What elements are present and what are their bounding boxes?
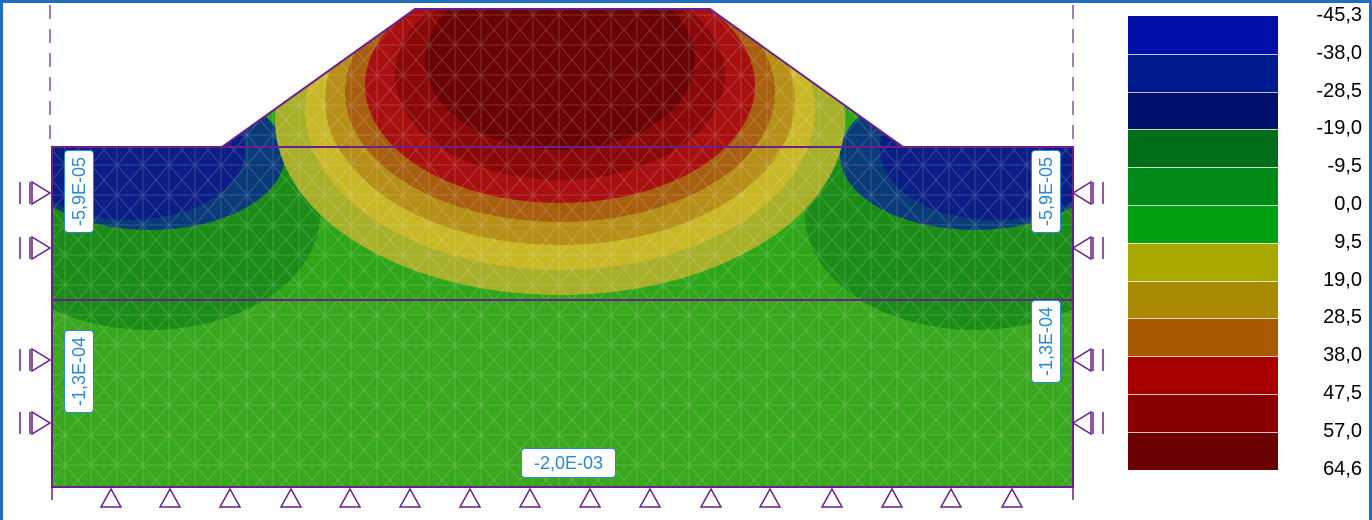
bottom-support-triangle	[99, 487, 123, 508]
legend-band-divider	[1128, 129, 1278, 131]
legend-band-divider	[1128, 431, 1278, 433]
right-bottom-value-label: -1,3E-04	[1031, 300, 1061, 384]
legend-color-band	[1128, 280, 1278, 319]
legend-band-divider	[1128, 280, 1278, 282]
legend-color-band	[1128, 356, 1278, 395]
legend-band-divider	[1128, 205, 1278, 206]
bottom-support-triangle	[1000, 487, 1024, 508]
legend-band-divider	[1128, 356, 1278, 358]
bottom-support-triangle	[638, 487, 662, 508]
bottom-support-triangle	[820, 487, 844, 508]
bottom-support-triangle	[939, 487, 963, 508]
legend-color-band	[1128, 53, 1278, 93]
legend-value-label: -19,0	[1316, 117, 1362, 140]
legend-color-band	[1128, 318, 1278, 357]
legend-value-label: 57,0	[1323, 419, 1362, 442]
right-supports	[1071, 180, 1104, 436]
bottom-support-triangle	[578, 487, 602, 508]
legend-value-label: 9,5	[1334, 230, 1362, 253]
legend-value-label: 47,5	[1323, 382, 1362, 404]
bottom-support-triangle	[158, 487, 182, 508]
right-top-value-label: -5,9E-05	[1031, 150, 1061, 234]
legend-value-label: -45,3	[1316, 4, 1362, 26]
legend-value-label: 19,0	[1323, 268, 1362, 291]
left-bottom-value-label: -1,3E-04	[64, 330, 94, 414]
left-top-value-label: -5,9E-05	[64, 150, 94, 234]
legend-band-divider	[1128, 242, 1278, 244]
legend-color-band	[1128, 129, 1278, 168]
legend-color-band	[1128, 16, 1278, 55]
legend-value-label: -38,0	[1316, 41, 1362, 64]
legend-color-band	[1128, 242, 1278, 282]
legend-value-label: 0,0	[1334, 193, 1362, 215]
stress-contour-diagram	[19, 5, 1104, 508]
color-legend: -45,3 -38,0 -28,5 -19,0 -9,5 0,0 9,5 19,0 28,5 38…	[1128, 4, 1368, 496]
bottom-support-triangle	[458, 487, 482, 508]
legend-value-label: 28,5	[1323, 306, 1362, 329]
bottom-support-triangle	[880, 487, 904, 508]
bottom-support-triangle	[279, 487, 303, 508]
bottom-support-triangle	[398, 487, 422, 508]
legend-value-label: 38,0	[1323, 344, 1362, 367]
left-supports	[19, 180, 52, 436]
bottom-support-triangle	[699, 487, 723, 508]
bottom-supports	[51, 487, 1074, 508]
bottom-support-triangle	[338, 487, 362, 508]
bottom-support-triangle	[218, 487, 242, 508]
bottom-support-triangle	[758, 487, 782, 508]
legend-value-label: -9,5	[1327, 155, 1362, 178]
bottom-support-triangle	[518, 487, 542, 508]
legend-band-divider	[1128, 53, 1278, 55]
legend-color-band	[1128, 91, 1278, 130]
legend-value-label: 64,6	[1323, 457, 1362, 480]
legend-band-divider	[1128, 318, 1278, 320]
bottom-center-value-label: -2,0E-03	[521, 448, 617, 478]
legend-color-band	[1128, 205, 1278, 244]
legend-band-divider	[1128, 91, 1278, 93]
legend-value-label: -28,5	[1316, 79, 1362, 102]
legend-color-band	[1128, 431, 1278, 471]
contour-fill	[52, 9, 1073, 487]
legend-color-band	[1128, 394, 1278, 433]
legend-band-divider	[1128, 167, 1278, 169]
legend-color-band	[1128, 167, 1278, 206]
legend-band-divider	[1128, 394, 1278, 395]
